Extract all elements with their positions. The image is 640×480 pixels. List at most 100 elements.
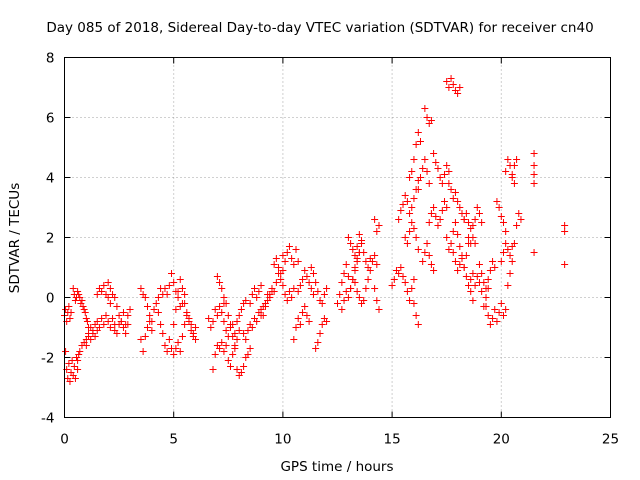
y-tick-label: 8 (46, 51, 55, 67)
data-point (104, 318, 112, 325)
data-point (416, 174, 424, 181)
data-point (471, 216, 479, 223)
data-point (504, 282, 512, 289)
data-point (371, 285, 379, 292)
data-point (170, 351, 178, 358)
data-point (473, 204, 481, 211)
data-point (410, 300, 418, 307)
data-point (462, 273, 470, 280)
data-point (403, 198, 411, 205)
data-point (163, 291, 171, 298)
data-point (205, 315, 213, 322)
data-point (71, 375, 79, 382)
data-point (508, 258, 516, 265)
data-point (436, 174, 444, 181)
data-point (122, 330, 130, 337)
data-point (285, 243, 293, 250)
data-point (469, 270, 477, 277)
data-point (150, 306, 158, 313)
y-tick-label: 0 (46, 291, 55, 307)
data-point (460, 216, 468, 223)
data-point (279, 282, 287, 289)
data-point (406, 174, 414, 181)
data-point (222, 327, 230, 334)
data-point (449, 195, 457, 202)
data-point (390, 276, 398, 283)
data-point (349, 246, 357, 253)
data-point (266, 291, 274, 298)
data-point (124, 321, 132, 328)
data-point (62, 348, 70, 355)
data-point (305, 318, 313, 325)
data-point (360, 297, 368, 304)
data-point (486, 321, 494, 328)
data-point (445, 180, 453, 187)
data-point (172, 288, 180, 295)
data-point (318, 300, 326, 307)
data-point (307, 264, 315, 271)
data-point (111, 294, 119, 301)
data-point (364, 276, 372, 283)
data-point (76, 348, 84, 355)
data-point (224, 333, 232, 340)
data-point (408, 285, 416, 292)
data-point (423, 240, 431, 247)
data-point (362, 258, 370, 265)
data-point (288, 255, 296, 262)
data-point (292, 324, 300, 331)
data-point (430, 204, 438, 211)
data-point (312, 345, 320, 352)
data-point (491, 306, 499, 313)
data-point (312, 279, 320, 286)
data-point (412, 312, 420, 319)
data-point (220, 348, 228, 355)
data-point (506, 270, 514, 277)
data-point (181, 321, 189, 328)
data-point (161, 342, 169, 349)
data-point (410, 276, 418, 283)
data-point (355, 231, 363, 238)
data-point (224, 357, 232, 364)
data-point (104, 279, 112, 286)
data-point (74, 357, 82, 364)
data-point (143, 303, 151, 310)
data-point (344, 273, 352, 280)
data-point (338, 306, 346, 313)
data-point (513, 156, 521, 163)
data-point (456, 204, 464, 211)
data-point (456, 84, 464, 91)
data-point (447, 186, 455, 193)
data-point (451, 219, 459, 226)
data-point (137, 285, 145, 292)
data-point (430, 150, 438, 157)
data-point (401, 192, 409, 199)
data-point (493, 198, 501, 205)
data-point (316, 330, 324, 337)
data-point (449, 81, 457, 88)
data-point (165, 336, 173, 343)
data-point (397, 264, 405, 271)
data-point (233, 366, 241, 373)
data-point (314, 339, 322, 346)
data-point (473, 273, 481, 280)
data-point (113, 330, 121, 337)
data-point (467, 240, 475, 247)
data-point (154, 309, 162, 316)
data-point (454, 231, 462, 238)
data-point (82, 315, 90, 322)
data-point (229, 321, 237, 328)
data-point (264, 297, 272, 304)
data-point (242, 297, 250, 304)
data-point (504, 246, 512, 253)
data-point (561, 228, 569, 235)
data-point (342, 261, 350, 268)
data-point (425, 180, 433, 187)
data-point (438, 180, 446, 187)
data-point (323, 318, 331, 325)
data-point (447, 240, 455, 247)
data-point (119, 309, 127, 316)
data-point (462, 210, 470, 217)
data-point (342, 288, 350, 295)
data-point (233, 318, 241, 325)
x-tick-label: 10 (274, 432, 291, 448)
